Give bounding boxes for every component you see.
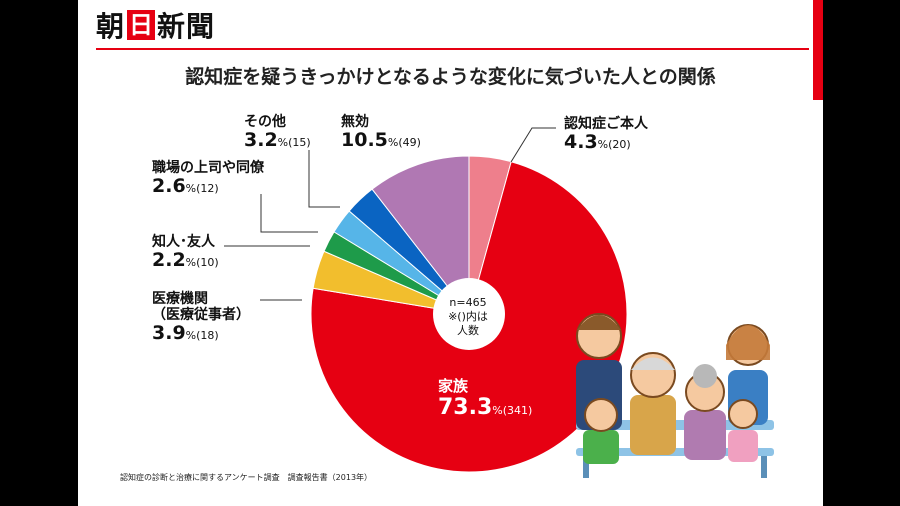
label-slice-5: その他 3.2%(15) (244, 114, 311, 152)
header-rule (96, 48, 809, 50)
logo-box-text: 日 (129, 10, 154, 39)
slice-3-count: (10) (196, 256, 219, 270)
chart-title: 認知症を疑うきっかけとなるような変化に気づいた人との関係 (185, 66, 716, 88)
slide: 朝 日 新聞 認知症を疑うきっかけとなるような変化に気づいた人との関係 認知症ご… (78, 0, 823, 506)
slice-6-count: (49) (398, 136, 421, 150)
slice-4-name: 職場の上司や同僚 (152, 160, 264, 176)
slice-3-name: 知人･友人 (152, 234, 215, 250)
center-note: n=465 ※()内は 人数 (436, 296, 500, 337)
label-slice-6: 無効 10.5%(49) (341, 114, 421, 152)
source-note: 認知症の診断と治療に関するアンケート調査 調査報告書（2013年） (120, 473, 373, 482)
slice-0-count: (20) (608, 138, 631, 152)
leader-line-0 (510, 127, 556, 163)
logo-text-right: 新聞 (157, 10, 216, 43)
logo-sun-box: 日 (127, 10, 156, 40)
slice-2-pct: 3.9 (152, 322, 186, 345)
pie-slice-6 (371, 155, 470, 316)
leader-line-5 (308, 150, 340, 208)
logo-text-left: 朝 (96, 10, 126, 43)
label-slice-4: 職場の上司や同僚 2.6%(12) (152, 160, 264, 198)
slice-4-count: (12) (196, 182, 219, 196)
note-line-2: 人数 (457, 323, 479, 337)
slice-0-name: 認知症ご本人 (564, 116, 648, 132)
center-hole (433, 278, 505, 350)
label-slice-1: 家族 73.3%(341) (438, 377, 533, 421)
label-slice-2: 医療機関 （医療従事者） 3.9%(18) (152, 291, 250, 345)
slice-6-name: 無効 (341, 114, 369, 130)
slice-0-pct: 4.3 (564, 131, 598, 154)
label-slice-3: 知人･友人 2.2%(10) (152, 234, 219, 272)
slice-2-count: (18) (196, 329, 219, 343)
slice-1-pct: 73.3 (438, 395, 493, 421)
slice-4-pct: 2.6 (152, 175, 186, 198)
slice-2-name-2: （医療従事者） (152, 307, 250, 324)
slice-5-name: その他 (244, 114, 286, 130)
slice-1-count: (341) (502, 404, 533, 418)
slice-2-name-1: 医療機関 (152, 291, 208, 307)
newspaper-logo: 朝 日 新聞 (96, 8, 216, 43)
note-line-1: ※()内は (448, 309, 488, 323)
slice-6-pct: 10.5 (341, 129, 388, 152)
label-slice-0: 認知症ご本人 4.3%(20) (564, 116, 648, 154)
leader-line-4 (260, 194, 318, 233)
slice-1-name: 家族 (438, 377, 469, 395)
family-illustration (576, 313, 774, 478)
pie-chart (224, 127, 774, 478)
sample-size: n=465 (449, 296, 487, 309)
slice-5-pct: 3.2 (244, 129, 278, 152)
edge-accent-bar (813, 0, 823, 100)
slice-5-count: (15) (288, 136, 311, 150)
slice-3-pct: 2.2 (152, 249, 186, 272)
